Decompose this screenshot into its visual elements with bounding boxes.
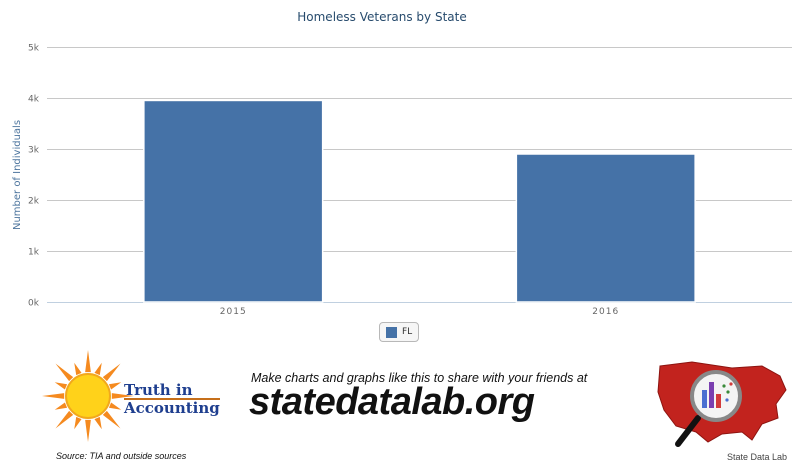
sun-ray [94, 416, 102, 430]
tia-line1: Truth in [124, 381, 193, 399]
y-tick-label: 1k [28, 248, 40, 258]
sun-ray [54, 382, 68, 390]
sun-icon [42, 350, 134, 442]
tagline: Make charts and graphs like this to shar… [251, 371, 588, 385]
tia-line2: Accounting [124, 398, 220, 417]
bar-chart: Homeless Veterans by State Number of Ind… [12, 10, 792, 317]
sun-ray [74, 362, 82, 376]
legend[interactable]: FL [379, 322, 419, 342]
x-tick-label: 2015 [220, 307, 247, 317]
sun-ray [85, 350, 91, 373]
sun-ray [102, 363, 121, 382]
site-link[interactable]: statedatalab.org [249, 381, 535, 423]
source-note: Source: TIA and outside sources [56, 451, 187, 461]
sun-ray [55, 410, 74, 429]
y-tick-label: 4k [28, 95, 40, 105]
legend-label-fl: FL [402, 327, 413, 337]
sun-ray [94, 362, 102, 376]
sdl-caption: State Data Lab [727, 452, 788, 462]
sun-ray [111, 393, 134, 399]
y-tick-label: 5k [28, 44, 40, 54]
magnifying-glass-icon [675, 370, 742, 447]
x-tick-label: 2016 [592, 307, 619, 317]
sun-ray [74, 416, 82, 430]
legend-swatch-fl [386, 326, 397, 338]
sun-ray [55, 363, 74, 382]
bar-FL-2015[interactable] [143, 99, 324, 303]
sun-ray [108, 382, 122, 390]
footer: Truth in Accounting Source: TIA and outs… [0, 348, 800, 467]
bar-FL-2016[interactable] [515, 153, 696, 303]
y-tick-label: 2k [28, 197, 40, 207]
sun-ray [42, 393, 65, 399]
chart-title: Homeless Veterans by State [297, 10, 466, 24]
sun-ray [108, 402, 122, 410]
sun-ray [85, 419, 91, 442]
sun-ray [54, 402, 68, 410]
y-tick-label: 3k [28, 146, 40, 156]
us-map-icon[interactable] [652, 352, 792, 456]
y-axis-label: Number of Individuals [12, 120, 23, 230]
tia-logo-text[interactable]: Truth in Accounting [124, 382, 220, 416]
y-tick-label: 0k [28, 299, 40, 309]
sun-ray [102, 410, 121, 429]
